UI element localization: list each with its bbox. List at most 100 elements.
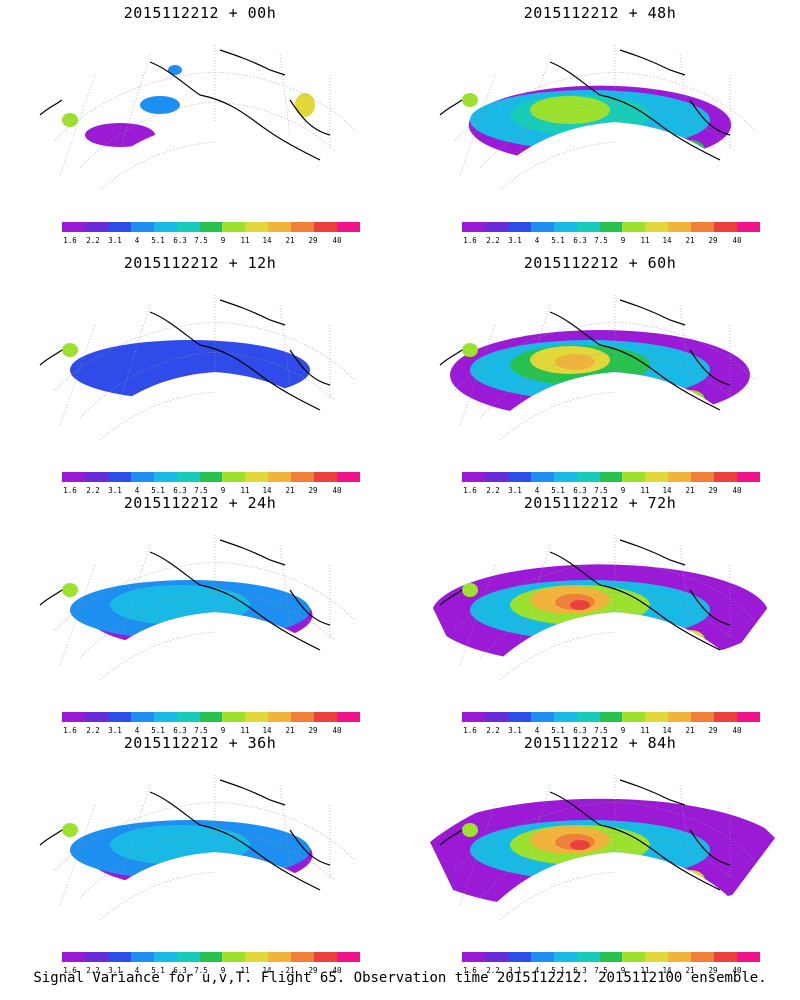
colorbar (462, 472, 760, 482)
variance-contour (62, 823, 78, 837)
variance-contour (62, 113, 78, 127)
colorbar-tick-label: 3.1 (108, 726, 122, 735)
colorbar-swatch (507, 472, 531, 482)
variance-contour (530, 96, 610, 124)
colorbar-swatch (337, 222, 360, 232)
colorbar-tick-label: 2.2 (86, 236, 100, 245)
variance-field (431, 564, 769, 666)
colorbar-swatch (484, 952, 508, 962)
grid-line (499, 391, 616, 441)
colorbar-swatch (530, 222, 554, 232)
colorbar-swatch (199, 952, 223, 962)
colorbar-tick-label: 6.3 (173, 236, 187, 245)
colorbar-tick-label: 29 (708, 486, 718, 495)
colorbar-tick-label: 6.3 (173, 726, 187, 735)
coastline (439, 49, 731, 161)
colorbar-tick-label: 3.1 (108, 966, 122, 975)
variance-field (62, 340, 310, 404)
colorbar-swatch (645, 472, 669, 482)
colorbar-swatch (84, 222, 108, 232)
lat-lon-grid (54, 775, 356, 921)
panel-title: 2015112212 + 48h (523, 4, 677, 22)
colorbar-swatch (62, 472, 85, 482)
variance-contour (85, 123, 155, 147)
colorbar-tick-label: 3.1 (508, 486, 522, 495)
colorbar-swatch (645, 952, 669, 962)
lat-lon-grid (54, 295, 356, 441)
coastline (439, 539, 731, 651)
colorbar-tick-label: 1.6 (463, 726, 477, 735)
colorbar-swatch (107, 222, 131, 232)
colorbar-ticks: 1.6 2.2 3.1 4 5.1 6.3 7.5 9 11 14 21 29 40 (400, 486, 800, 496)
colorbar-tick-label: 5.1 (151, 966, 165, 975)
colorbar-tick-label: 11 (240, 966, 250, 975)
variance-contour (202, 148, 258, 172)
colorbar-swatch (268, 712, 292, 722)
colorbar-swatch (691, 712, 715, 722)
colorbar-tick-label: 11 (640, 726, 650, 735)
variance-contour (62, 583, 78, 597)
colorbar-tick-label: 11 (240, 726, 250, 735)
colorbar-swatch (714, 952, 738, 962)
colorbar-swatch (245, 472, 269, 482)
colorbar-swatch (222, 472, 246, 482)
colorbar-tick-label: 6.3 (573, 236, 587, 245)
colorbar-tick-label: 9 (620, 726, 626, 735)
colorbar-swatch (130, 952, 154, 962)
forecast-panel: 2015112212 + 84h 1.6 2.2 3.1 4 5.1 6.3 7.5 9 11 14… (400, 730, 800, 980)
variance-field (450, 330, 750, 420)
colorbar-swatch (714, 712, 738, 722)
colorbar-swatch (153, 222, 177, 232)
colorbar-tick-label: 1.6 (463, 966, 477, 975)
colorbar (462, 712, 760, 722)
colorbar-ticks: 1.6 2.2 3.1 4 5.1 6.3 7.5 9 11 14 21 29 40 (400, 966, 800, 976)
colorbar-swatch (553, 222, 577, 232)
grid-line (99, 391, 216, 441)
colorbar-tick-label: 5.1 (551, 726, 565, 735)
colorbar-swatch (668, 952, 692, 962)
colorbar-tick-label: 2.2 (86, 966, 100, 975)
colorbar-tick-label: 5.1 (551, 236, 565, 245)
variance-contour (462, 343, 478, 357)
colorbar-swatch (691, 952, 715, 962)
panel-title: 2015112212 + 24h (123, 494, 277, 512)
grid-line (499, 871, 616, 921)
colorbar-swatch (599, 222, 623, 232)
variance-contour (555, 354, 595, 370)
colorbar-swatch (245, 222, 269, 232)
colorbar-swatch (622, 222, 646, 232)
colorbar-swatch (199, 222, 223, 232)
variance-contour (570, 600, 590, 610)
grid-line (499, 631, 616, 681)
colorbar-swatch (553, 952, 577, 962)
colorbar-swatch (576, 222, 600, 232)
colorbar-tick-label: 4 (134, 726, 140, 735)
colorbar-swatch (176, 712, 200, 722)
colorbar-tick-label: 14 (262, 966, 272, 975)
colorbar-swatch (176, 952, 200, 962)
colorbar-tick-label: 7.5 (594, 726, 608, 735)
colorbar-tick-label: 7.5 (594, 236, 608, 245)
colorbar-tick-label: 11 (240, 486, 250, 495)
grid-line (99, 871, 216, 921)
colorbar-swatch (62, 712, 85, 722)
colorbar-tick-label: 7.5 (594, 486, 608, 495)
colorbar-swatch (737, 952, 760, 962)
variance-contour (462, 583, 478, 597)
colorbar-swatch (462, 712, 485, 722)
colorbar-tick-label: 21 (285, 486, 295, 495)
colorbar-swatch (507, 222, 531, 232)
variance-contour (110, 825, 250, 865)
colorbar-swatch (291, 222, 315, 232)
variance-contour (462, 823, 478, 837)
colorbar (462, 952, 760, 962)
colorbar-swatch (84, 472, 108, 482)
colorbar-swatch (599, 472, 623, 482)
variance-map (431, 535, 769, 681)
colorbar-tick-label: 21 (685, 726, 695, 735)
variance-field (62, 580, 313, 649)
variance-contour (140, 96, 180, 114)
colorbar-tick-label: 21 (685, 486, 695, 495)
colorbar-tick-label: 29 (708, 236, 718, 245)
colorbar-swatch (484, 472, 508, 482)
